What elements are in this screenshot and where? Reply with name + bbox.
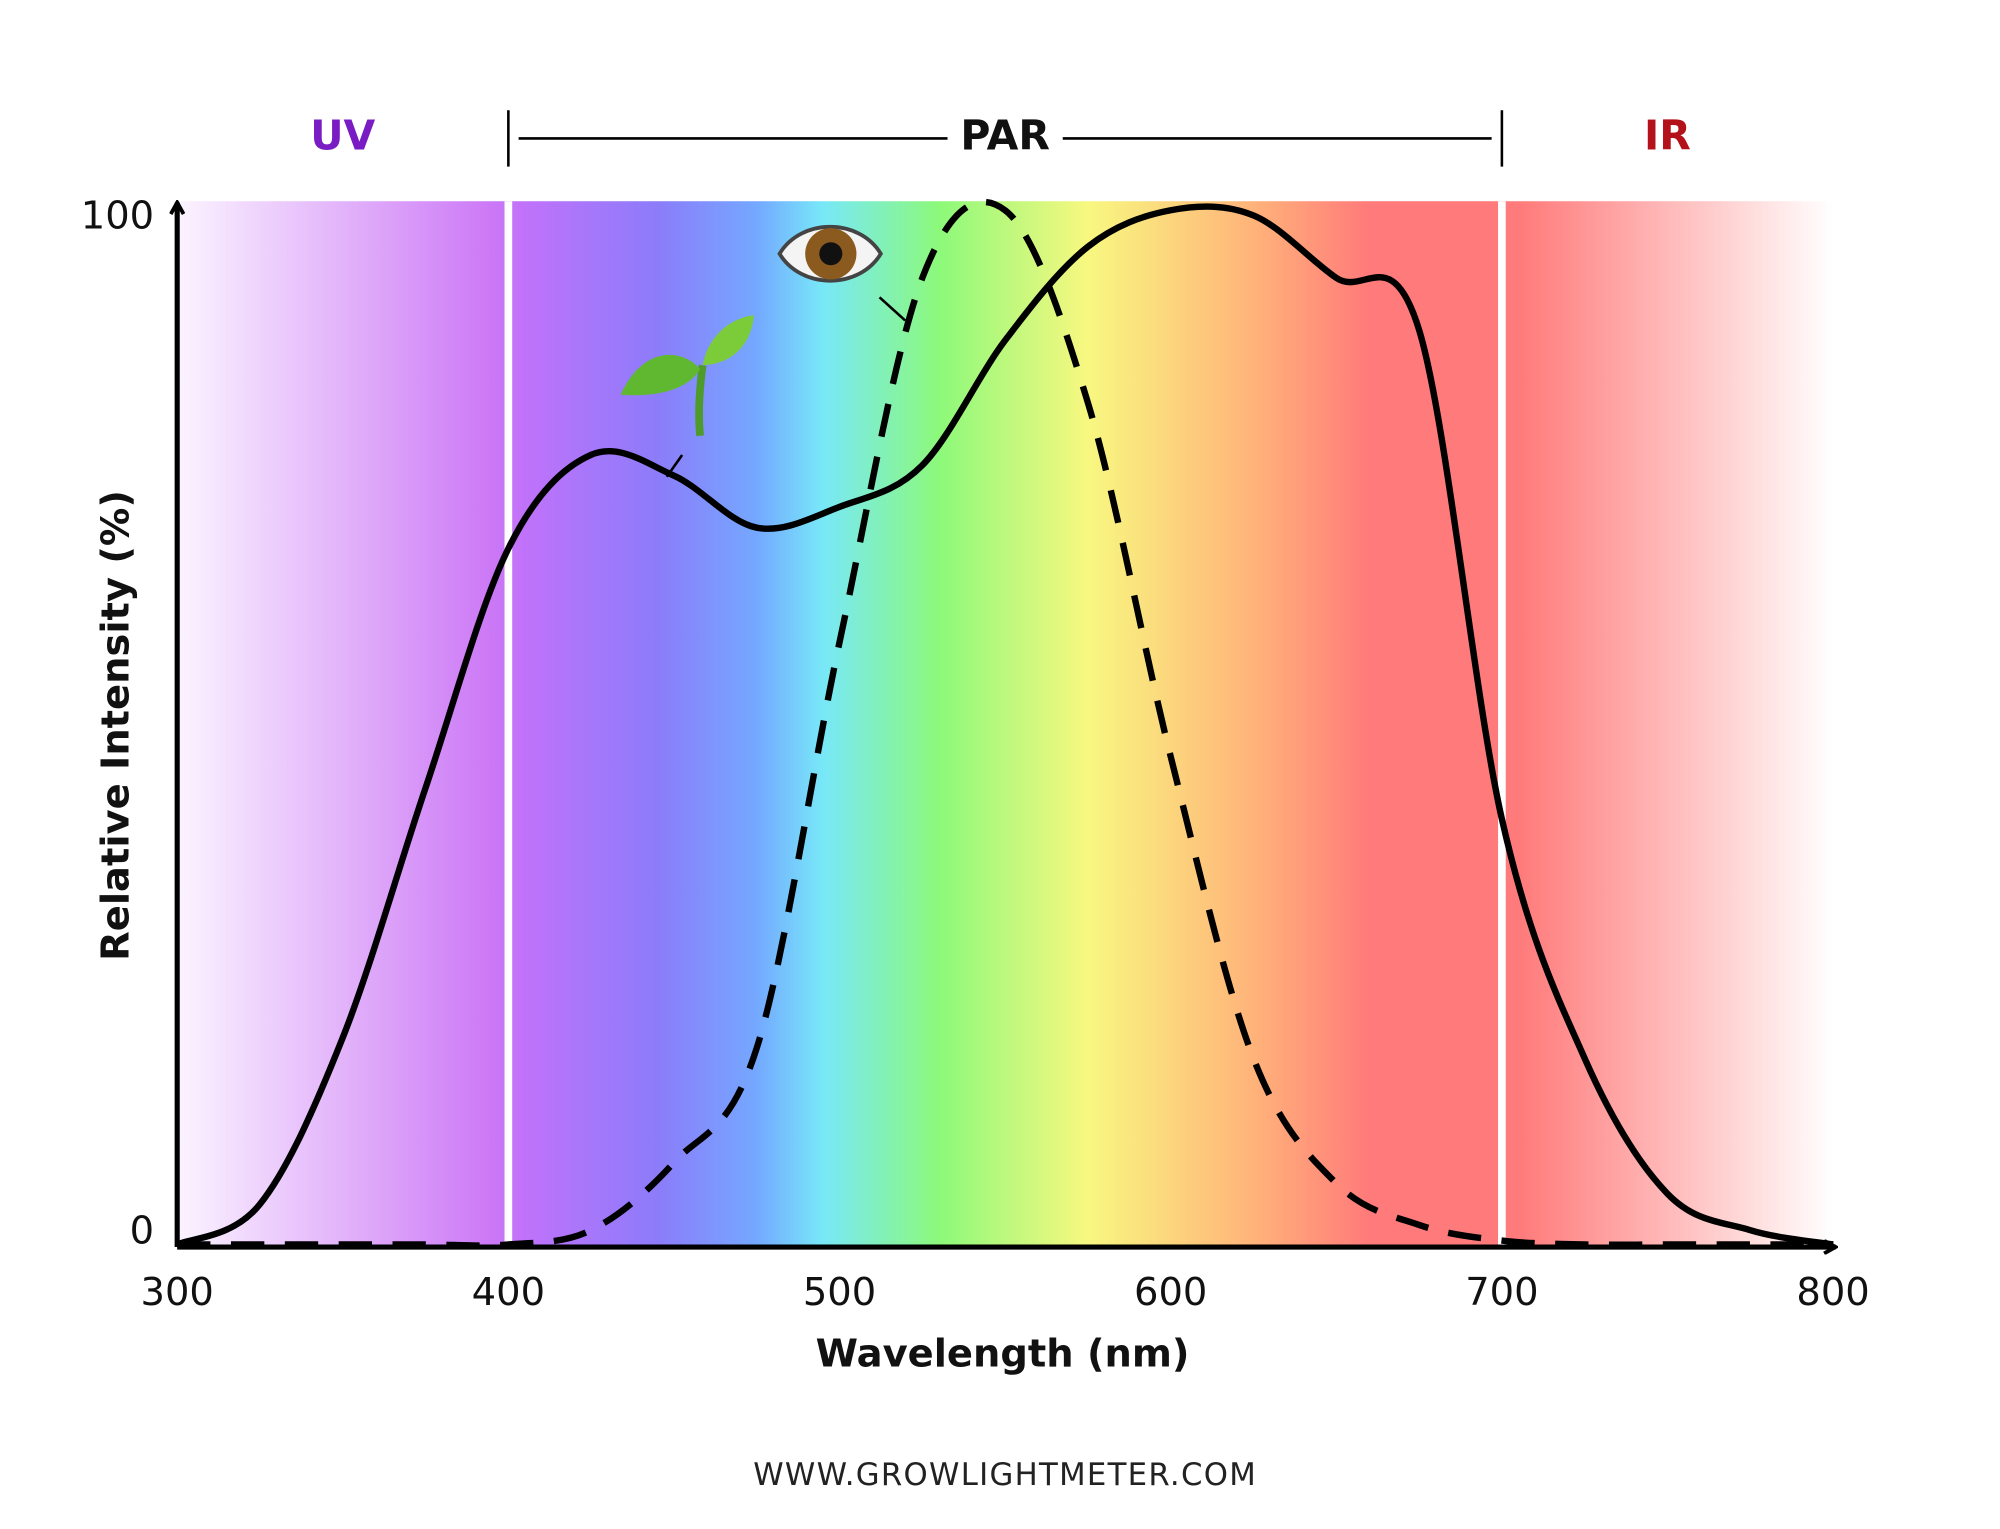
footer: WWW.GROWLIGHTMETER.COM <box>753 1457 1257 1493</box>
series-line <box>177 198 1834 1249</box>
spectrum-background <box>177 201 1834 1246</box>
x-tick-label: 300 <box>140 1270 213 1315</box>
region-label: PAR <box>960 111 1050 159</box>
plant-icon <box>620 315 754 478</box>
x-tick-label: 700 <box>1465 1270 1538 1315</box>
x-tick-label: 800 <box>1796 1270 1869 1315</box>
series-line <box>175 203 1834 1248</box>
y-tick-label: 100 <box>81 193 154 238</box>
plot-layer <box>175 198 1834 1249</box>
region-label: IR <box>1644 111 1691 159</box>
eye-icon <box>777 224 907 322</box>
x-axis-title: Wavelength (nm) <box>816 1331 1190 1376</box>
region-label: UV <box>310 111 375 159</box>
x-tick-label: 400 <box>472 1270 545 1315</box>
y-axis-title: Relative Intensity (%) <box>94 490 139 961</box>
y-tick-label: 0 <box>130 1208 154 1253</box>
x-tick-label: 500 <box>803 1270 876 1315</box>
x-tick-label: 600 <box>1134 1270 1207 1315</box>
